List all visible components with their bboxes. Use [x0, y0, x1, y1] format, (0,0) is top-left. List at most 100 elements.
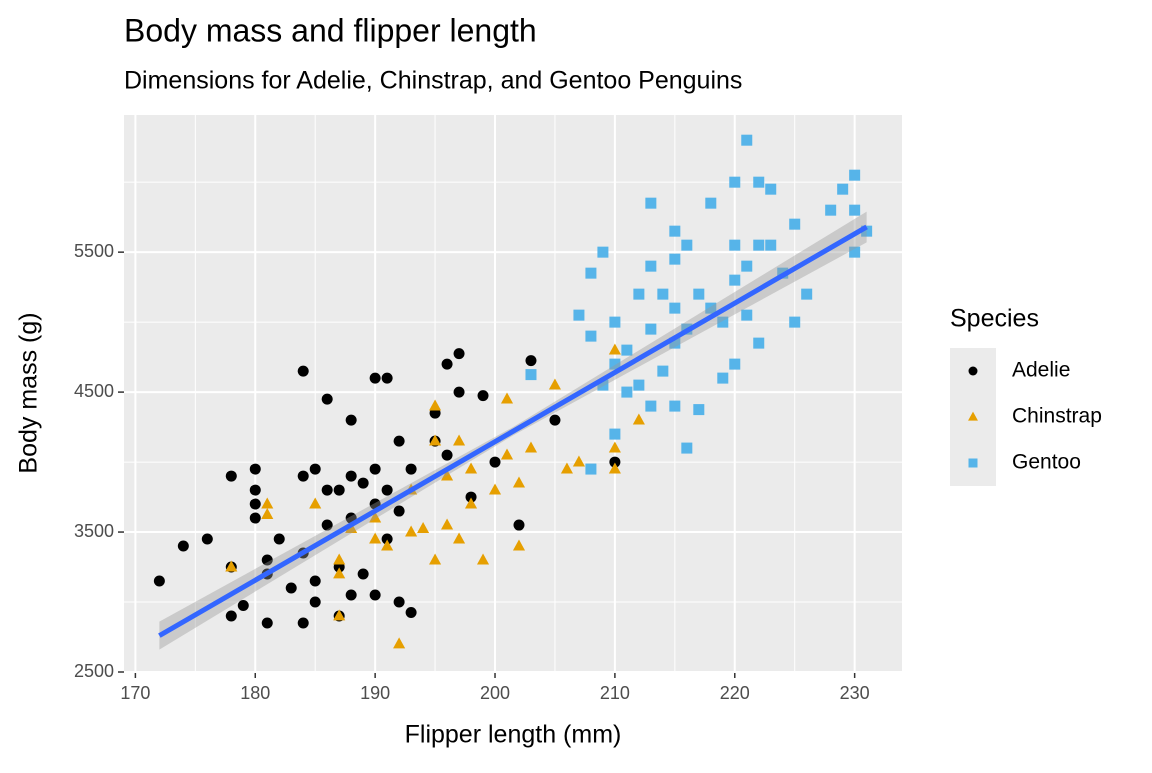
point: [525, 355, 537, 367]
point: [357, 477, 369, 489]
point: [669, 253, 681, 265]
point: [417, 521, 430, 533]
point: [789, 218, 801, 230]
point: [741, 309, 753, 321]
point: [621, 386, 633, 398]
point: [765, 239, 777, 251]
point: [333, 609, 346, 621]
y-tick-label: 5500: [74, 241, 114, 261]
point: [381, 539, 394, 551]
point: [441, 469, 454, 481]
point: [249, 463, 261, 475]
point: [548, 378, 562, 390]
point: [729, 176, 741, 188]
point: [657, 288, 669, 300]
point: [405, 607, 417, 619]
point: [717, 372, 729, 384]
point: [309, 596, 321, 608]
point: [597, 246, 609, 258]
point: [837, 183, 849, 195]
point: [393, 596, 405, 608]
point: [633, 288, 645, 300]
point: [321, 484, 333, 496]
point: [729, 274, 741, 286]
point: [488, 483, 502, 495]
point: [657, 365, 669, 377]
point: [429, 434, 442, 446]
point: [849, 204, 861, 216]
point: [369, 511, 382, 523]
point: [285, 582, 297, 594]
point: [297, 617, 309, 629]
point: [633, 379, 645, 391]
chart-title: Body mass and flipper length: [124, 12, 537, 48]
point: [441, 449, 453, 461]
point: [476, 553, 490, 565]
point: [273, 533, 285, 545]
x-tick-label: 170: [120, 683, 150, 703]
legend-label: Adelie: [1012, 359, 1070, 382]
point: [524, 441, 538, 453]
point: [464, 497, 478, 509]
point: [693, 288, 705, 300]
x-tick-label: 210: [600, 683, 630, 703]
point: [609, 456, 621, 468]
point: [669, 225, 681, 237]
point: [525, 369, 537, 381]
point: [369, 463, 381, 475]
point: [741, 260, 753, 272]
y-tick-label: 3500: [74, 521, 114, 541]
point: [321, 393, 333, 405]
point: [465, 491, 477, 503]
point: [225, 610, 237, 622]
point: [669, 400, 681, 412]
point: [861, 225, 873, 237]
point: [249, 512, 261, 524]
point: [441, 518, 454, 530]
point: [645, 400, 657, 412]
legend-label: Chinstrap: [1012, 405, 1102, 428]
point: [753, 337, 765, 349]
point: [741, 134, 753, 146]
x-tick-label: 180: [240, 683, 270, 703]
point: [729, 239, 741, 251]
legend-symbol: [968, 411, 978, 421]
point: [345, 589, 357, 601]
point: [477, 390, 489, 402]
point: [393, 435, 405, 447]
point: [825, 204, 837, 216]
point: [249, 484, 261, 496]
point: [849, 246, 861, 258]
point: [753, 239, 765, 251]
point: [849, 169, 861, 181]
legend-label: Gentoo: [1012, 451, 1081, 474]
point: [549, 414, 561, 426]
point: [645, 197, 657, 209]
point: [489, 456, 501, 468]
y-axis-title: Body mass (g): [15, 312, 43, 473]
point: [705, 197, 717, 209]
point: [261, 554, 273, 566]
point: [333, 484, 345, 496]
point: [753, 176, 765, 188]
x-tick-label: 230: [840, 683, 870, 703]
y-tick-label: 2500: [74, 661, 114, 681]
point: [429, 553, 442, 565]
point: [321, 519, 333, 531]
point: [333, 567, 346, 579]
point: [453, 348, 465, 360]
point: [309, 463, 321, 475]
point: [357, 568, 369, 580]
point: [608, 343, 621, 355]
point: [597, 379, 609, 391]
point: [789, 316, 801, 328]
point: [453, 434, 466, 446]
point: [705, 302, 717, 314]
x-tick-label: 200: [480, 683, 510, 703]
legend-symbol: [968, 366, 978, 376]
point: [609, 316, 621, 328]
point: [585, 267, 597, 279]
point: [681, 442, 693, 454]
point: [801, 288, 813, 300]
y-tick-label: 4500: [74, 381, 114, 401]
